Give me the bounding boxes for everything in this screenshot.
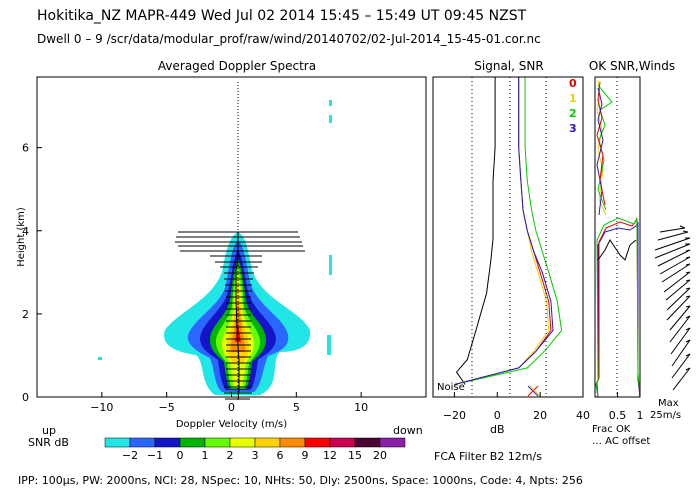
x-tick-label: 0 bbox=[494, 409, 501, 422]
speck bbox=[329, 115, 332, 123]
y-tick-label: 0 bbox=[22, 391, 29, 404]
x-axis-label: dB bbox=[490, 423, 505, 436]
frac-ok-label: Frac OK bbox=[592, 424, 631, 435]
wind-arrows bbox=[654, 225, 691, 391]
signal-series-2 bbox=[454, 77, 563, 385]
max-value: 25m/s bbox=[650, 410, 681, 421]
plot-title: Hokitika_NZ MAPR-449 Wed Jul 02 2014 15:… bbox=[37, 8, 527, 24]
plot-subtitle: Dwell 0 – 9 /scr/data/modular_prof/raw/w… bbox=[37, 32, 541, 46]
beam-legend-2: 2 bbox=[569, 107, 577, 120]
signal-series-noise bbox=[455, 77, 496, 385]
speck bbox=[329, 255, 332, 275]
spectra-title: Averaged Doppler Spectra bbox=[158, 59, 316, 73]
ac-offset-label: … AC offset bbox=[592, 436, 650, 447]
x-tick-label: 1 bbox=[637, 409, 644, 422]
y-tick-label: 4 bbox=[22, 225, 29, 238]
max-label: Max bbox=[658, 398, 679, 409]
colorbar-tick-label: 20 bbox=[373, 449, 387, 462]
x-tick-label: 5 bbox=[293, 401, 300, 414]
colorbar-tick-label: 1 bbox=[202, 449, 209, 462]
beam-legend-0: 0 bbox=[569, 77, 577, 90]
beam-legend-1: 1 bbox=[569, 92, 577, 105]
colorbar-tick-label: −1 bbox=[147, 449, 163, 462]
frac-ok-lines bbox=[595, 79, 641, 398]
colorbar-tick-label: 15 bbox=[348, 449, 362, 462]
beam-legend-3: 3 bbox=[569, 122, 577, 135]
colorbar-cell bbox=[104, 437, 131, 448]
speck bbox=[327, 335, 331, 355]
x-tick-label: 40 bbox=[576, 409, 590, 422]
signal-series-3 bbox=[454, 77, 554, 385]
colorbar-cells: −2 −1 0 1 2 3 6 9 12 15 20 bbox=[104, 437, 406, 462]
colorbar-cell bbox=[154, 437, 181, 448]
colorbar-cell bbox=[129, 437, 156, 448]
x-tick-label: −20 bbox=[443, 409, 466, 422]
colorbar-tick-label: 3 bbox=[252, 449, 259, 462]
colorbar: up down SNR dB −2 −1 0 1 2 3 6 9 12 15 20 bbox=[28, 424, 423, 462]
signal-lines bbox=[454, 77, 563, 385]
colorbar-cell bbox=[304, 437, 331, 448]
colorbar-cell bbox=[329, 437, 356, 448]
colorbar-tick-label: −2 bbox=[122, 449, 138, 462]
x-tick-label: −10 bbox=[90, 401, 113, 414]
colorbar-title: SNR dB bbox=[28, 436, 69, 449]
colorbar-cell bbox=[354, 437, 381, 448]
colorbar-cell bbox=[229, 437, 256, 448]
signal-axes: −20 0 20 40 dB bbox=[443, 392, 590, 436]
signal-series-0 bbox=[454, 77, 552, 385]
colorbar-tick-label: 9 bbox=[302, 449, 309, 462]
colorbar-cell bbox=[254, 437, 281, 448]
y-tick-label: 2 bbox=[22, 308, 29, 321]
colorbar-tick-label: 2 bbox=[227, 449, 234, 462]
params-line: IPP: 100μs, PW: 2000ns, NCI: 28, NSpec: … bbox=[18, 474, 583, 487]
colorbar-up-label: up bbox=[42, 424, 56, 437]
noise-label: Noise bbox=[437, 382, 465, 393]
spectra-axes: −10 −5 0 5 10 0 2 4 6 Doppler Velocity (m/s) Heigh… bbox=[16, 142, 368, 430]
spectra-heatmap bbox=[98, 100, 332, 395]
x-tick-label: 10 bbox=[354, 401, 368, 414]
colorbar-cell bbox=[204, 437, 231, 448]
signal-frame bbox=[432, 76, 584, 398]
colorbar-cell bbox=[179, 437, 206, 448]
colorbar-cell bbox=[379, 437, 406, 448]
colorbar-tick-label: 12 bbox=[323, 449, 337, 462]
fca-filter-label: FCA Filter B2 12m/s bbox=[434, 450, 542, 463]
x-tick-label: 0.5 bbox=[609, 409, 627, 422]
signal-title: Signal, SNR bbox=[474, 59, 543, 73]
winds-title: OK SNR,Winds bbox=[589, 59, 675, 73]
colorbar-cell bbox=[279, 437, 306, 448]
x-tick-label: −5 bbox=[159, 401, 175, 414]
y-axis-label: Height (km) bbox=[16, 207, 27, 267]
speck bbox=[329, 100, 332, 106]
noise-markers bbox=[527, 385, 541, 397]
moment-markers bbox=[175, 231, 305, 401]
x-tick-label: 0 bbox=[228, 401, 235, 414]
signal-series-1 bbox=[454, 77, 550, 385]
winds-axes: 0.5 1 bbox=[609, 392, 644, 422]
colorbar-tick-label: 0 bbox=[177, 449, 184, 462]
colorbar-tick-label: 6 bbox=[277, 449, 284, 462]
spectra-panel: Averaged Doppler Spectra bbox=[16, 59, 427, 430]
speck bbox=[98, 357, 102, 360]
winds-panel: OK SNR,Winds 0.5 1 bbox=[589, 59, 691, 447]
colorbar-down-label: down bbox=[393, 424, 423, 437]
x-tick-label: 20 bbox=[533, 409, 547, 422]
x-axis-label: Doppler Velocity (m/s) bbox=[176, 419, 287, 430]
beam-legend: 0 1 2 3 bbox=[569, 77, 577, 135]
y-tick-label: 6 bbox=[22, 142, 29, 155]
